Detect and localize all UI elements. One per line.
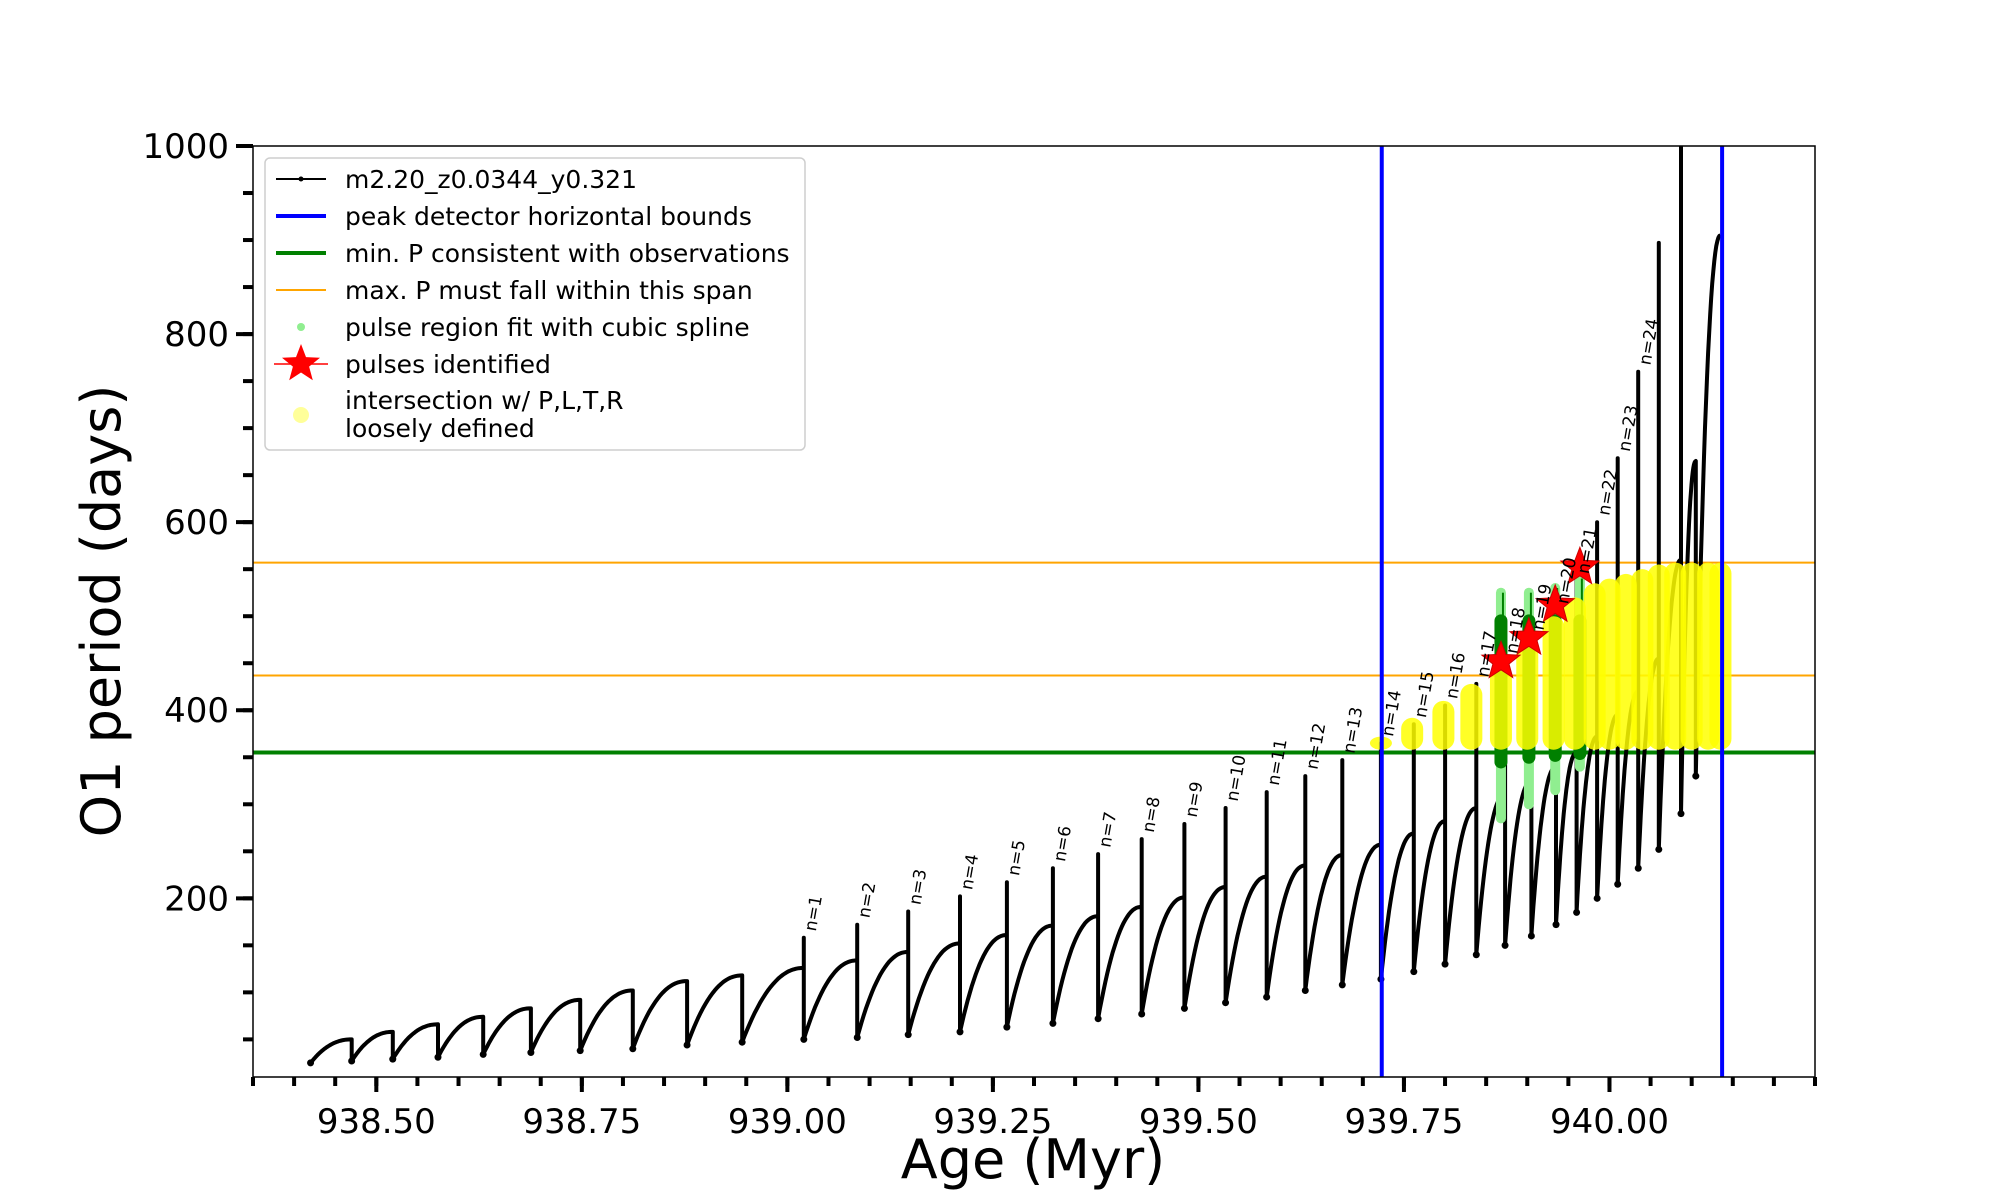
y-tick-label: 600 — [164, 503, 229, 543]
intersection-cluster-6 — [1516, 644, 1539, 750]
data-point-14 — [956, 1028, 964, 1036]
data-point-37 — [1692, 772, 1700, 780]
data-point-31 — [1573, 908, 1581, 916]
data-point-35 — [1655, 845, 1663, 853]
legend-label: intersection w/ P,L,T,R — [345, 386, 624, 415]
data-point-16 — [1049, 1019, 1057, 1027]
data-point-17 — [1094, 1015, 1102, 1023]
data-point-26 — [1441, 960, 1449, 968]
intersection-cluster-2 — [1401, 717, 1424, 750]
data-point-28 — [1501, 941, 1509, 949]
data-point-32 — [1593, 894, 1601, 902]
data-point-23 — [1338, 981, 1346, 989]
data-point-34 — [1634, 864, 1642, 872]
data-point-5 — [479, 1050, 487, 1058]
legend-label: pulse region fit with cubic spline — [345, 313, 750, 342]
data-point-13 — [904, 1031, 912, 1039]
data-point-29 — [1527, 932, 1535, 940]
legend-item-5: pulse region fit with cubic spline — [297, 313, 750, 342]
data-point-8 — [629, 1045, 637, 1053]
pulses-identified — [1480, 545, 1601, 679]
legend-label-line2: loosely defined — [345, 414, 535, 443]
intersection-cluster-5 — [1489, 667, 1512, 750]
intersection-cluster-8 — [1563, 597, 1586, 750]
data-point-10 — [738, 1038, 746, 1046]
data-point-6 — [527, 1049, 535, 1057]
legend-box — [264, 157, 806, 451]
intersection-regions — [1369, 562, 1732, 750]
data-point-27 — [1472, 951, 1480, 959]
y-tick-label: 400 — [164, 691, 229, 731]
legend-label: peak detector horizontal bounds — [345, 202, 752, 231]
y-tick-label: 800 — [164, 315, 229, 355]
data-point-15 — [1003, 1023, 1011, 1031]
data-point-7 — [576, 1047, 584, 1055]
legend-item-3: min. P consistent with observations — [276, 239, 790, 268]
data-point-33 — [1614, 880, 1622, 888]
data-point-22 — [1301, 986, 1309, 994]
data-point-20 — [1222, 999, 1230, 1007]
data-point-4 — [434, 1053, 442, 1061]
intersection-cluster-3 — [1432, 700, 1455, 750]
data-point-36 — [1677, 810, 1685, 818]
legend-label: max. P must fall within this span — [345, 276, 753, 305]
legend-marker — [293, 407, 309, 423]
pulse-star-2 — [1508, 616, 1550, 656]
data-point-30 — [1552, 921, 1560, 929]
x-tick-label: 939.25 — [933, 1102, 1052, 1142]
y-tick-label: 200 — [164, 879, 229, 919]
peak-detector-bounds — [1379, 146, 1725, 1077]
intersection-cluster-4 — [1460, 683, 1483, 750]
pulse-star-3 — [1534, 583, 1576, 623]
data-point-1 — [307, 1059, 315, 1067]
legend-label: pulses identified — [345, 350, 551, 379]
data-point-18 — [1138, 1010, 1146, 1018]
y-tick-label: 1000 — [142, 127, 229, 167]
legend-item-2: peak detector horizontal bounds — [276, 202, 752, 231]
data-point-19 — [1180, 1004, 1188, 1012]
data-point-9 — [683, 1041, 691, 1049]
legend-label: min. P consistent with observations — [345, 239, 790, 268]
legend-marker — [298, 176, 304, 182]
x-tick-label: 939.75 — [1344, 1102, 1463, 1142]
legend-item-4: max. P must fall within this span — [276, 276, 753, 305]
legend-marker — [282, 344, 320, 381]
legend-item-6: pulses identified — [274, 344, 551, 381]
y-axis-title: O1 period (days) — [70, 385, 133, 838]
x-tick-label: 938.75 — [522, 1102, 641, 1142]
intersection-cluster-7 — [1542, 616, 1565, 750]
x-axis-title: Age (Myr) — [901, 1128, 1166, 1191]
data-point-3 — [389, 1055, 397, 1063]
x-tick-label: 938.50 — [317, 1102, 436, 1142]
data-point-12 — [853, 1034, 861, 1042]
pulse-star-1 — [1480, 639, 1522, 679]
legend-item-1: m2.20_z0.0344_y0.321 — [276, 165, 637, 194]
x-tick-label: 939.50 — [1139, 1102, 1258, 1142]
data-point-21 — [1263, 993, 1271, 1001]
axes: 938.50 938.75 939.00 939.25 939.50 939.75 940.… — [70, 127, 1817, 1191]
pulse-star-4 — [1559, 545, 1601, 585]
x-tick-label: 940.00 — [1550, 1102, 1669, 1142]
legend-label: m2.20_z0.0344_y0.321 — [345, 165, 637, 194]
x-tick-label: 939.00 — [728, 1102, 847, 1142]
data-point-11 — [800, 1035, 808, 1043]
data-point-2 — [348, 1057, 356, 1065]
legend-marker — [297, 323, 305, 331]
data-point-25 — [1410, 968, 1418, 976]
